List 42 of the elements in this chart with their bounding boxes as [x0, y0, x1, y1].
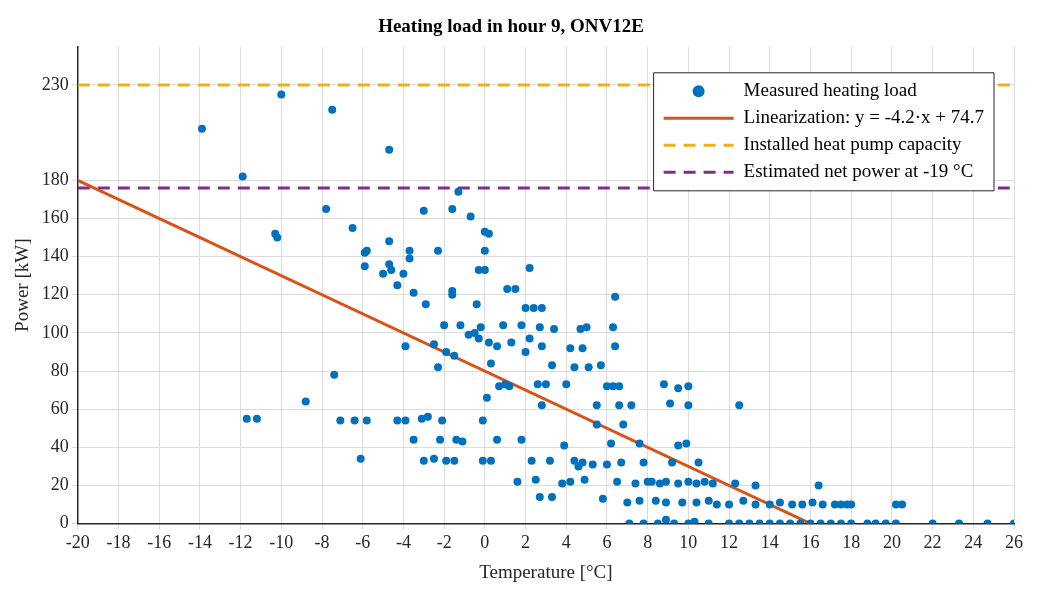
x-axis-title: Temperature [°C]: [479, 560, 613, 582]
legend-label: Linearization: y = -4.2·x + 74.7: [743, 106, 985, 128]
y-tick-label: 100: [41, 321, 69, 342]
y-tick-label: 140: [41, 245, 69, 266]
x-tick-label: 20: [882, 532, 901, 553]
x-tick-label: -6: [355, 532, 371, 553]
x-tick-label: -12: [228, 532, 253, 553]
x-tick-label: 2: [521, 532, 531, 553]
x-tick-label: -2: [436, 532, 452, 553]
legend-label: Estimated net power at -19 °C: [743, 160, 974, 182]
x-tick-label: 14: [760, 532, 779, 553]
x-tick-label: -20: [65, 532, 90, 553]
x-tick-label: -10: [269, 532, 294, 553]
legend-label: Measured heating load: [743, 79, 918, 101]
y-tick-label: 40: [50, 436, 69, 457]
x-tick-label: 16: [801, 532, 820, 553]
y-tick-label: 80: [50, 359, 69, 380]
x-tick-label: 0: [480, 532, 490, 553]
x-tick-label: 6: [602, 532, 612, 553]
x-tick-label: -4: [395, 532, 411, 553]
x-tick-label: -16: [147, 532, 172, 553]
y-tick-label: 0: [59, 512, 69, 533]
y-tick-label: 20: [50, 474, 69, 495]
x-tick-label: 10: [679, 532, 698, 553]
y-tick-label: 160: [41, 207, 69, 228]
y-tick-label: 180: [41, 169, 69, 190]
x-tick-label: 8: [643, 532, 653, 553]
y-tick-label: 60: [50, 397, 69, 418]
x-tick-label: 18: [842, 532, 861, 553]
x-tick-label: -18: [106, 532, 131, 553]
chart-title: Heating load in hour 9, ONV12E: [378, 15, 644, 37]
x-tick-label: 26: [1005, 532, 1023, 553]
x-tick-label: -14: [187, 532, 212, 553]
y-tick-label: 230: [41, 73, 69, 94]
y-axis-title: Power [kW]: [11, 238, 33, 332]
x-tick-label: 4: [561, 532, 571, 553]
x-tick-label: 22: [923, 532, 942, 553]
legend-label: Installed heat pump capacity: [743, 133, 962, 155]
x-tick-label: 24: [964, 532, 983, 553]
y-tick-label: 120: [41, 283, 69, 304]
x-tick-label: 12: [720, 532, 739, 553]
x-tick-label: -8: [314, 532, 330, 553]
